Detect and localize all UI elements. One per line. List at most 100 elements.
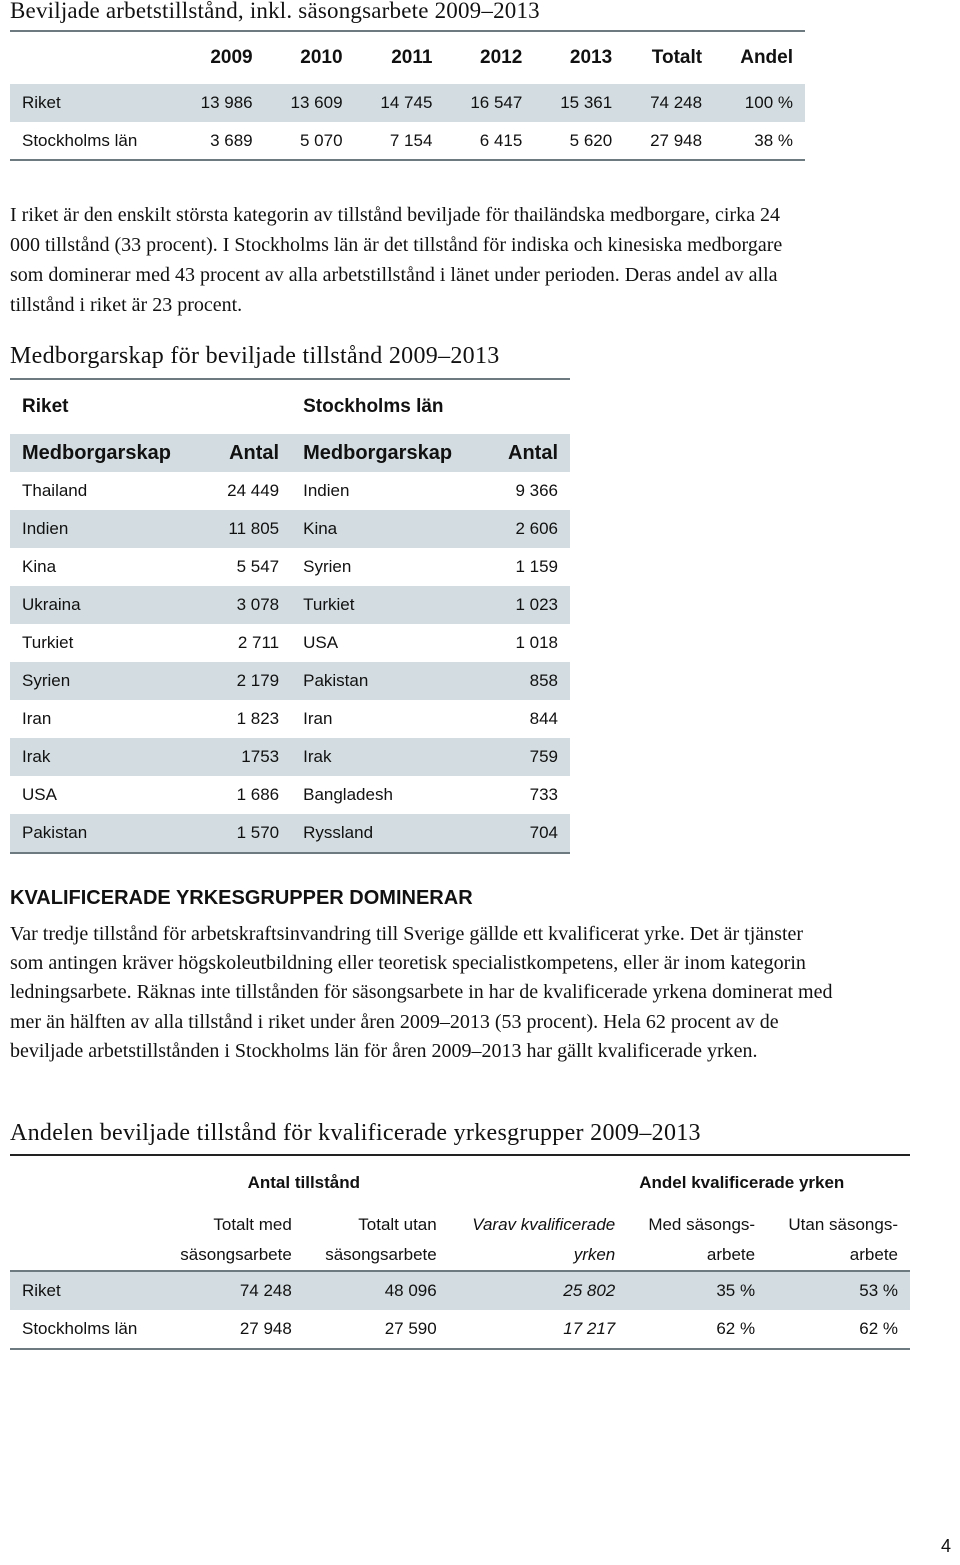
table-cell: 25 802 (563, 1281, 616, 1300)
table-cell: 5 620 (569, 130, 613, 150)
table-cell: 53 % (859, 1281, 898, 1300)
column-header: 2012 (480, 47, 523, 68)
table-row: Stockholms län 3 689 5 070 7 154 6 415 5… (10, 122, 805, 160)
table-cell: USA (22, 785, 57, 804)
table-cell: Bangladesh (303, 785, 393, 804)
table-row: Stockholms län 27 948 27 590 17 217 62 %… (10, 1310, 910, 1350)
column-header (10, 31, 175, 84)
qualified-occupations-table: Antal tillstånd Andel kvalificerade yrke… (10, 1154, 910, 1350)
table-caption: Medborgarskap för beviljade tillstånd 20… (10, 343, 500, 369)
body-paragraph: I riket är den enskilt största kategorin… (10, 204, 783, 316)
section-heading: KVALIFICERADE YRKESGRUPPER DOMINERAR (10, 887, 473, 909)
table-row: Irak 1753 Irak 759 (10, 738, 570, 776)
table-cell: 16 547 (470, 93, 523, 112)
column-header: 2010 (300, 47, 343, 68)
table-caption: Andelen beviljade tillstånd för kvalific… (10, 1120, 701, 1146)
table-cell: 2 606 (515, 519, 558, 538)
table-cell: Turkiet (303, 595, 355, 614)
column-header: arbete (767, 1240, 910, 1272)
group-label-andel: Andel kvalificerade yrken (639, 1173, 845, 1192)
page-number: 4 (940, 1536, 951, 1556)
table-cell: 3 078 (236, 595, 280, 614)
column-header: Utan säsongs- (788, 1215, 898, 1234)
table-cell: 62 % (767, 1310, 910, 1350)
column-header: Med säsongs- (648, 1215, 756, 1234)
table-cell: 27 948 (158, 1310, 304, 1350)
table-cell: 35 % (716, 1281, 756, 1300)
column-header: Totalt med (213, 1215, 292, 1234)
table-cell: Ryssland (303, 823, 374, 842)
table-cell: 858 (529, 671, 558, 690)
column-header: säsongsarbete (303, 1240, 449, 1272)
table-cell: Iran (22, 709, 52, 728)
table-cell: Irak (303, 747, 332, 766)
group-label-riket: Riket (22, 396, 69, 417)
table-cell: 1 823 (236, 709, 280, 728)
table-subheader-row: Totalt med Totalt utan Varav kvalificera… (10, 1210, 910, 1240)
table-row: Kina 5 547 Syrien 1 159 (10, 548, 570, 586)
table-cell: 1 570 (236, 823, 280, 842)
table-subheader-row: säsongsarbete säsongsarbete yrken arbete… (10, 1240, 910, 1272)
table-row: USA 1 686 Bangladesh 733 (10, 776, 570, 814)
table-cell: 3 689 (210, 130, 253, 150)
table-cell: 48 096 (384, 1281, 437, 1300)
body-paragraph: Var tredje tillstånd för arbetskraftsinv… (10, 923, 833, 1062)
column-header: 2013 (569, 47, 613, 68)
column-header: yrken (448, 1240, 628, 1272)
column-header: 2009 (210, 47, 253, 68)
column-header: Antal (205, 434, 292, 472)
table-cell: Indien (22, 519, 69, 538)
table-cell: 7 154 (389, 130, 433, 150)
table-cell: Syrien (303, 557, 352, 576)
table-row: Iran 1 823 Iran 844 (10, 700, 570, 738)
table-cell: 1 018 (515, 633, 558, 652)
table-cell: 27 590 (303, 1310, 449, 1350)
table-cell: 2 711 (237, 633, 280, 652)
column-header: Medborgarskap (10, 434, 206, 472)
table-cell: 2 179 (236, 671, 280, 690)
table-cell: Turkiet (22, 633, 74, 652)
column-header: Varav kvalificerade (472, 1215, 616, 1234)
table-cell: Iran (303, 709, 333, 728)
table-row: Indien 11 805 Kina 2 606 (10, 510, 570, 548)
column-header: Totalt utan (358, 1215, 437, 1234)
table-cell: 24 449 (227, 481, 280, 500)
table-cell: 27 948 (650, 130, 703, 150)
table-row: Syrien 2 179 Pakistan 858 (10, 662, 570, 700)
table-cell: 38 % (754, 130, 793, 150)
table-cell: Thailand (22, 481, 88, 500)
table-cell: 100 % (744, 93, 793, 112)
table-cell: 1 159 (515, 557, 558, 576)
table-row: Thailand 24 449 Indien 9 366 (10, 472, 570, 510)
table-cell: 6 415 (479, 130, 523, 150)
table-cell: Irak (22, 747, 51, 766)
table-cell: 759 (529, 747, 558, 766)
table-cell: 704 (529, 823, 558, 842)
table-cell: Syrien (22, 671, 71, 690)
page-heading: Beviljade arbetstillstånd, inkl. säsongs… (10, 0, 540, 23)
table-group-row: Antal tillstånd Andel kvalificerade yrke… (10, 1155, 910, 1210)
table-cell: Kina (303, 519, 338, 538)
table-cell: Ukraina (22, 595, 81, 614)
table-row: Pakistan 1 570 Ryssland 704 (10, 814, 570, 853)
table-cell: 13 609 (290, 93, 343, 112)
table-cell: 1 023 (515, 595, 558, 614)
column-header: Antal (486, 434, 570, 472)
table-cell: 74 248 (650, 93, 703, 112)
column-header: Medborgarskap (291, 434, 487, 472)
table-cell: 62 % (627, 1310, 768, 1350)
table-cell: 844 (529, 709, 558, 728)
table-cell: Indien (303, 481, 350, 500)
table-row: Riket 74 248 48 096 25 802 35 % 53 % (10, 1271, 910, 1310)
column-header: Andel (740, 47, 793, 68)
table-cell: Pakistan (303, 671, 369, 690)
column-header: Totalt (651, 47, 703, 68)
table-cell: Riket (22, 93, 61, 112)
table-cell: 5 547 (236, 557, 280, 576)
table-header-row: 2009 2010 2011 2012 2013 Totalt Andel (10, 31, 805, 84)
column-header: arbete (627, 1240, 768, 1272)
table-row: Riket 13 986 13 609 14 745 16 547 15 361… (10, 84, 805, 122)
table-cell: 15 361 (560, 93, 613, 112)
table-cell: Kina (22, 557, 57, 576)
table-cell: 11 805 (228, 519, 280, 538)
